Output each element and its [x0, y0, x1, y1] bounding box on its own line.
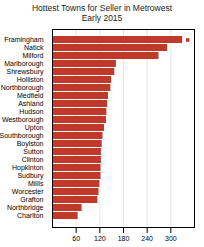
svg-text:240: 240 — [141, 235, 153, 242]
svg-text:Marlborough: Marlborough — [4, 60, 43, 68]
svg-text:Boylston: Boylston — [17, 140, 44, 148]
svg-text:Ashland: Ashland — [18, 100, 43, 107]
svg-text:Northborough: Northborough — [1, 84, 44, 92]
svg-text:Hopkinton: Hopkinton — [12, 164, 44, 172]
svg-text:Millis: Millis — [28, 180, 44, 187]
svg-text:Medfield: Medfield — [17, 92, 44, 99]
svg-text:Hudson: Hudson — [19, 108, 43, 115]
svg-text:Worcester: Worcester — [12, 188, 44, 195]
svg-text:Northbridge: Northbridge — [7, 204, 44, 212]
svg-text:60: 60 — [72, 235, 80, 242]
html-text:Hottest Towns for Seller in Me: Hottest Towns for Seller in Metrowest Ea… — [31, 3, 173, 23]
svg-text:300: 300 — [165, 235, 177, 242]
svg-text:Westborough: Westborough — [2, 116, 44, 124]
svg-text:Southborough: Southborough — [0, 132, 44, 140]
svg-text:Shrewsbury: Shrewsbury — [7, 68, 44, 76]
svg-text:180: 180 — [118, 235, 130, 242]
svg-text:Clinton: Clinton — [22, 156, 44, 163]
svg-text:Charlton: Charlton — [17, 212, 44, 219]
svg-text:Sudbury: Sudbury — [17, 172, 44, 180]
svg-text:Grafton: Grafton — [20, 196, 43, 203]
svg-text:Framingham: Framingham — [4, 36, 43, 44]
svg-text:120: 120 — [94, 235, 106, 242]
svg-text:Natick: Natick — [24, 44, 44, 51]
svg-text:Milford: Milford — [22, 52, 43, 59]
svg-text:Holliston: Holliston — [17, 76, 44, 83]
svg-text:Sutton: Sutton — [23, 148, 43, 155]
svg-text:Upton: Upton — [25, 124, 44, 132]
